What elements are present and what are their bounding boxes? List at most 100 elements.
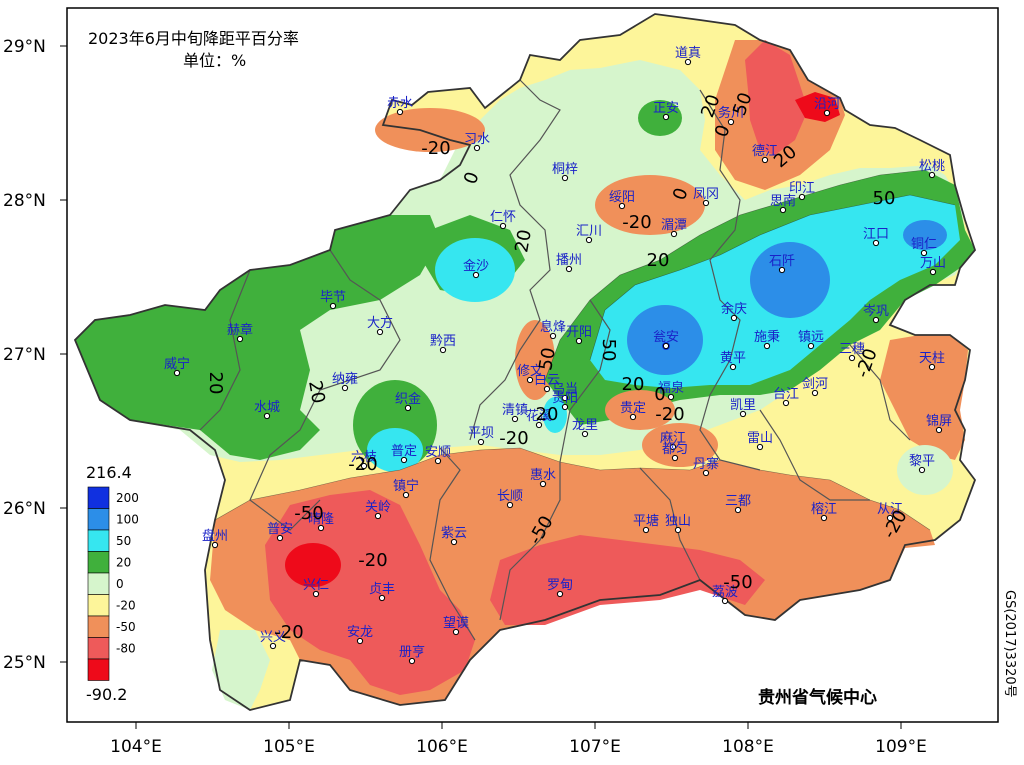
lat-tick-label: 27°N	[3, 345, 46, 365]
station-label: 正安	[653, 101, 679, 116]
contour-value-label: -20	[421, 138, 450, 159]
station-marker	[798, 193, 806, 201]
station-label: 沿河	[814, 97, 840, 112]
station-label: 兴义	[260, 630, 286, 645]
station-label: 安顺	[425, 445, 451, 460]
legend-min-label: -90.2	[86, 685, 127, 704]
station-label: 六枝	[351, 450, 377, 465]
station-marker	[674, 526, 682, 534]
station-marker	[561, 174, 569, 182]
legend-level-label: 0	[116, 577, 124, 591]
station-marker	[756, 443, 764, 451]
station-label: 余庆	[721, 301, 747, 317]
station-marker	[729, 363, 737, 371]
station-marker	[662, 113, 670, 121]
station-label: 务川	[718, 105, 744, 121]
station-label: 天柱	[919, 351, 945, 366]
legend-color-box	[87, 594, 110, 617]
legend-color-box	[87, 637, 110, 660]
station-marker	[684, 58, 692, 66]
station-label: 道真	[675, 46, 701, 61]
station-marker	[472, 271, 480, 279]
map-approval-code: GS(2017)3320号	[1002, 590, 1017, 698]
station-label: 赤水	[387, 96, 413, 111]
station-marker	[400, 456, 408, 464]
zone-below-80-northeast	[745, 40, 808, 155]
zone-neg20-50-east-mid	[880, 335, 968, 460]
station-label: 凤冈	[693, 187, 719, 202]
lon-tick-label: 109°E	[875, 737, 927, 757]
station-label: 紫云	[441, 526, 467, 541]
station-marker	[549, 332, 557, 340]
contour-value-label: -20	[274, 622, 303, 643]
station-marker	[356, 637, 364, 645]
station-marker	[823, 109, 831, 117]
zone-neg20-50-majiang	[642, 423, 718, 467]
station-label: 福泉	[658, 380, 684, 396]
legend-level-label: 100	[116, 512, 139, 526]
station-label: 织金	[395, 391, 421, 407]
zone-100-200-wengan	[627, 305, 703, 375]
station-label: 仁怀	[490, 210, 516, 225]
source-label: 贵州省气候中心	[758, 687, 877, 708]
station-label: 麻江	[660, 431, 686, 446]
station-label: 大方	[367, 315, 393, 331]
station-label: 绥阳	[609, 190, 635, 205]
legend-level-label: 20	[116, 555, 131, 569]
station-marker	[543, 385, 551, 393]
station-marker	[618, 202, 626, 210]
station-marker	[669, 443, 677, 451]
province-border	[73, 13, 977, 711]
station-marker	[702, 199, 710, 207]
station-marker	[312, 590, 320, 598]
legend-color-box	[87, 508, 110, 531]
station-marker	[263, 412, 271, 420]
station-marker	[173, 369, 181, 377]
station-marker	[269, 642, 277, 650]
contour-value-label: -50	[294, 503, 323, 524]
legend-color-box	[87, 658, 110, 681]
legend-level-label: 200	[116, 491, 139, 505]
station-label: 龙里	[572, 418, 598, 433]
station-label: 水城	[254, 400, 280, 415]
station-marker	[820, 514, 828, 522]
legend-level-label: -80	[116, 641, 136, 655]
station-label: 册亨	[399, 644, 425, 660]
contour-value-label: -50	[723, 572, 752, 593]
station-label: 凯里	[730, 398, 756, 413]
map-frame	[66, 7, 999, 723]
station-label: 贞丰	[369, 582, 395, 597]
station-label: 乌当	[552, 381, 578, 397]
station-label: 平坝	[468, 426, 494, 441]
station-label: 汇川	[576, 224, 602, 239]
station-label: 开阳	[566, 325, 592, 340]
station-marker	[928, 363, 936, 371]
station-marker	[575, 337, 583, 345]
station-marker	[317, 524, 325, 532]
contour-value-label: 20	[511, 228, 536, 254]
station-label: 雷山	[747, 431, 773, 446]
station-label: 白云	[534, 372, 560, 388]
contour-value-label: 50	[535, 346, 560, 372]
station-marker	[341, 384, 349, 392]
station-marker	[761, 156, 769, 164]
station-label: 贵阳	[552, 391, 578, 406]
zone-50-100-huaxi	[543, 397, 567, 433]
station-marker	[539, 480, 547, 488]
station-marker	[376, 328, 384, 336]
map-title: 2023年6月中旬降距平百分率	[88, 29, 299, 48]
station-marker	[511, 415, 519, 423]
station-label: 播州	[556, 253, 582, 268]
contour-value-label: -20	[622, 212, 651, 233]
station-label: 台江	[773, 387, 799, 402]
station-label: 盘州	[202, 528, 228, 544]
station-label: 万山	[920, 256, 946, 271]
station-marker	[526, 376, 534, 384]
station-label: 三都	[725, 494, 751, 509]
station-marker	[886, 514, 894, 522]
station-label: 湄潭	[661, 218, 687, 233]
station-marker	[329, 302, 337, 310]
contour-value-label: -20	[358, 550, 387, 571]
longitude-axis: 104°E 105°E 106°E 107°E 108°E 109°E	[110, 722, 927, 757]
